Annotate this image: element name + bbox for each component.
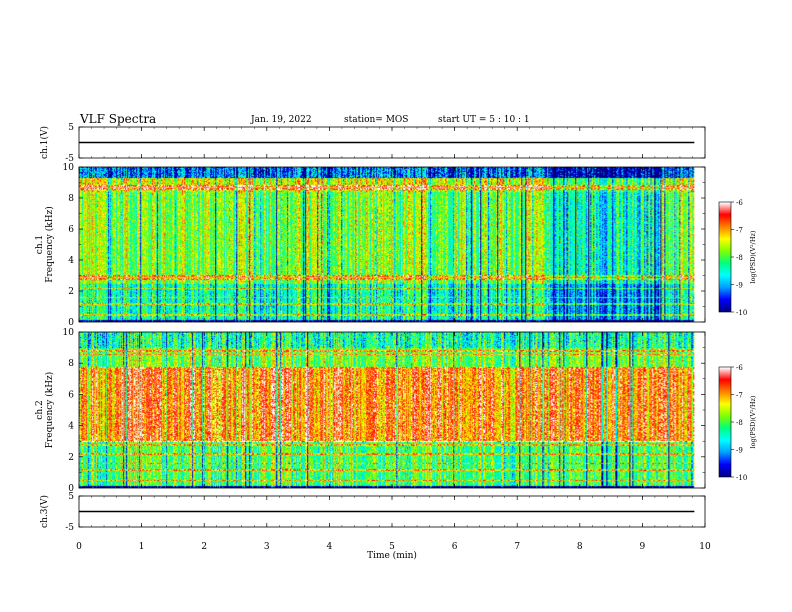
x-tick-label: 0: [76, 542, 82, 552]
spectrogram-ch2-spectrogram: [79, 332, 695, 488]
y-axis-label: ch.3(V): [39, 495, 50, 528]
colorbar-tick-label: -9: [736, 447, 743, 455]
x-tick-label: 8: [577, 542, 583, 552]
figure-title: VLF Spectra: [80, 112, 157, 126]
x-tick-label: 5: [389, 542, 395, 552]
y-tick-label: 5: [68, 492, 74, 502]
y-tick-label: -5: [65, 154, 74, 164]
colorbar-tick-label: -8: [736, 419, 743, 427]
y-tick-label: 6: [68, 390, 74, 400]
colorbar-label: log(PSD)(V²/Hz): [749, 230, 757, 283]
y-tick-label: -5: [65, 523, 74, 533]
y-axis-label: ch.1: [35, 235, 45, 254]
colorbar-tick-label: -10: [736, 309, 747, 317]
colorbar-tick-label: -9: [736, 282, 743, 290]
y-axis-label: Frequency (kHz): [44, 206, 55, 283]
start-time-label: start UT = 5 : 10 : 1: [438, 115, 530, 125]
x-tick-label: 4: [327, 542, 333, 552]
colorbar-ch2-spectrogram: [719, 367, 731, 477]
y-axis-label: ch.2: [35, 400, 45, 419]
y-tick-label: 4: [68, 422, 74, 432]
colorbar-tick-label: -7: [736, 227, 743, 235]
station-label: station= MOS: [344, 115, 409, 125]
y-tick-label: 6: [68, 225, 74, 235]
x-tick-label: 3: [264, 542, 270, 552]
y-tick-label: 4: [68, 256, 74, 266]
colorbar-tick-label: -6: [736, 199, 743, 207]
y-tick-label: 8: [68, 194, 74, 204]
y-axis-label: Frequency (kHz): [44, 372, 55, 449]
date-label: Jan. 19, 2022: [251, 115, 312, 125]
y-tick-label: 0: [68, 484, 74, 494]
colorbar-label: log(PSD)(V²/Hz): [749, 395, 757, 448]
y-tick-label: 5: [68, 123, 74, 133]
y-tick-label: 2: [68, 287, 74, 297]
y-tick-label: 2: [68, 453, 74, 463]
spectrogram-ch1-spectrogram: [79, 167, 695, 322]
x-tick-label: 6: [452, 542, 458, 552]
y-tick-label: 10: [63, 328, 75, 338]
y-tick-label: 8: [68, 359, 74, 369]
colorbar-tick-label: -6: [736, 364, 743, 372]
colorbar-tick-label: -7: [736, 392, 743, 400]
x-tick-label: 7: [514, 542, 520, 552]
colorbar-tick-label: -10: [736, 474, 747, 482]
colorbar-ch1-spectrogram: [719, 202, 731, 312]
y-axis-label: ch.1(V): [39, 126, 50, 159]
x-tick-label: 1: [139, 542, 145, 552]
x-axis-label: Time (min): [367, 550, 417, 561]
y-tick-label: 10: [63, 163, 75, 173]
x-tick-label: 9: [640, 542, 646, 552]
x-tick-label: 2: [201, 542, 207, 552]
x-tick-label: 10: [699, 542, 711, 552]
colorbar-tick-label: -8: [736, 254, 743, 262]
y-tick-label: 0: [68, 318, 74, 328]
